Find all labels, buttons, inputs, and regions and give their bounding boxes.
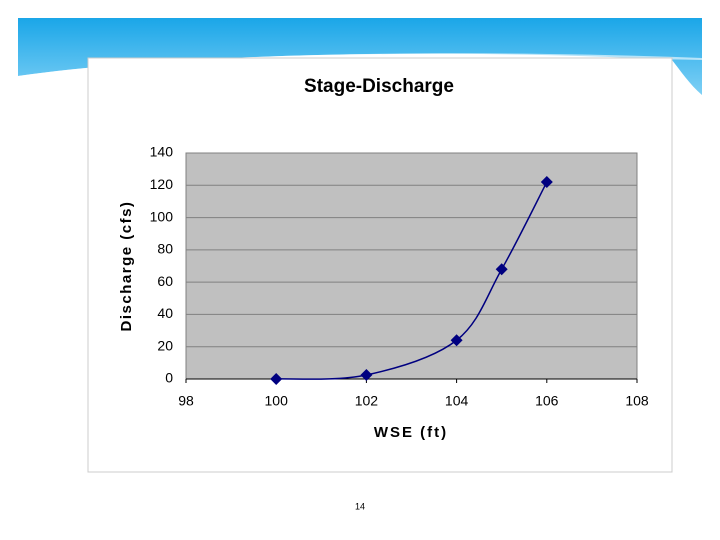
data-point bbox=[540, 176, 553, 189]
y-tick-label: 120 bbox=[150, 176, 174, 192]
y-tick-label: 0 bbox=[165, 370, 173, 386]
data-point bbox=[495, 263, 508, 276]
y-axis-label: Discharge (cfs) bbox=[118, 201, 135, 332]
y-tick-label: 20 bbox=[157, 337, 173, 353]
x-tick-label: 98 bbox=[178, 393, 194, 409]
x-tick-label: 108 bbox=[625, 393, 649, 409]
y-tick-label: 100 bbox=[150, 208, 174, 224]
data-point bbox=[360, 368, 373, 381]
x-tick-label: 100 bbox=[265, 393, 289, 409]
data-point bbox=[450, 334, 463, 347]
data-point bbox=[270, 373, 283, 385]
x-axis-label: WSE (ft) bbox=[374, 424, 448, 441]
x-tick-label: 106 bbox=[535, 393, 559, 409]
y-tick-label: 40 bbox=[157, 305, 173, 321]
x-tick-label: 104 bbox=[445, 393, 469, 409]
y-tick-label: 140 bbox=[150, 144, 174, 160]
chart-title: Stage-Discharge bbox=[304, 76, 454, 97]
header-band bbox=[18, 18, 702, 95]
x-tick-label: 102 bbox=[355, 393, 379, 409]
y-tick-label: 80 bbox=[157, 241, 173, 257]
y-tick-label: 60 bbox=[157, 273, 173, 289]
page-number: 14 bbox=[355, 501, 365, 511]
plot-area bbox=[185, 152, 638, 380]
